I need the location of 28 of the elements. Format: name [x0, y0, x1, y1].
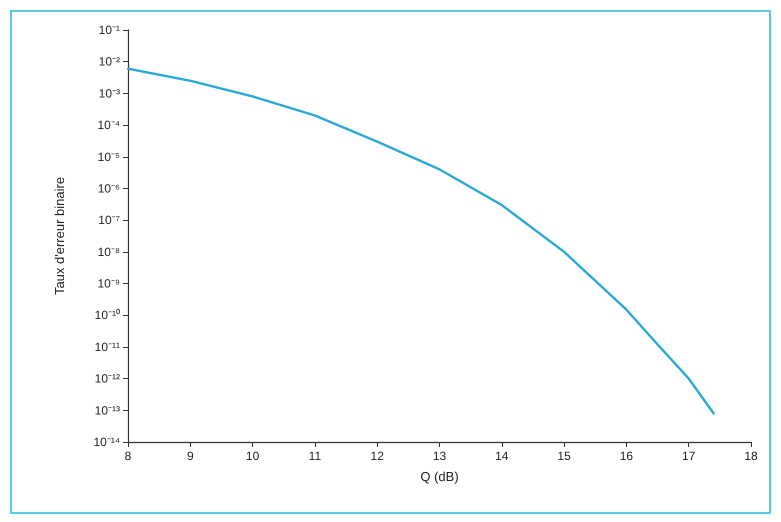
x-tick-label: 13 [432, 449, 446, 463]
y-tick-label: 10⁻¹⁰ [94, 308, 120, 322]
x-axis-title: Q (dB) [420, 469, 459, 484]
y-tick-label: 10⁻¹¹ [94, 340, 120, 354]
y-tick-label: 10⁻¹⁴ [94, 435, 120, 449]
x-tick-label: 10 [246, 449, 260, 463]
x-tick-label: 8 [124, 449, 132, 463]
y-tick-label: 10⁻⁵ [98, 150, 120, 164]
y-tick-label: 10⁻¹² [94, 372, 120, 386]
y-tick-label: 10⁻¹ [98, 23, 120, 37]
x-tick-label: 16 [620, 449, 634, 463]
y-tick-label: 10⁻⁶ [98, 181, 120, 196]
y-tick-label: 10⁻⁷ [98, 213, 120, 228]
y-tick-label: 10⁻⁴ [97, 118, 120, 132]
x-tick-label: 17 [682, 449, 696, 463]
y-tick-label: 10⁻⁹ [98, 276, 120, 291]
line-series [126, 68, 715, 415]
x-tick-label: 9 [186, 449, 194, 463]
x-tick-label: 15 [557, 449, 572, 463]
y-tick-label: 10⁻⁸ [98, 244, 120, 259]
x-tick-label: 18 [744, 449, 758, 463]
y-tick-label: 10⁻² [98, 54, 120, 69]
x-tick-label: 12 [370, 449, 384, 463]
x-tick-label: 14 [495, 449, 509, 463]
y-tick-label: 10⁻³ [98, 86, 120, 100]
y-tick-label: 10⁻¹³ [94, 403, 120, 418]
x-tick-label: 11 [308, 449, 322, 463]
y-axis-title: Taux d'erreur binaire [52, 176, 67, 296]
